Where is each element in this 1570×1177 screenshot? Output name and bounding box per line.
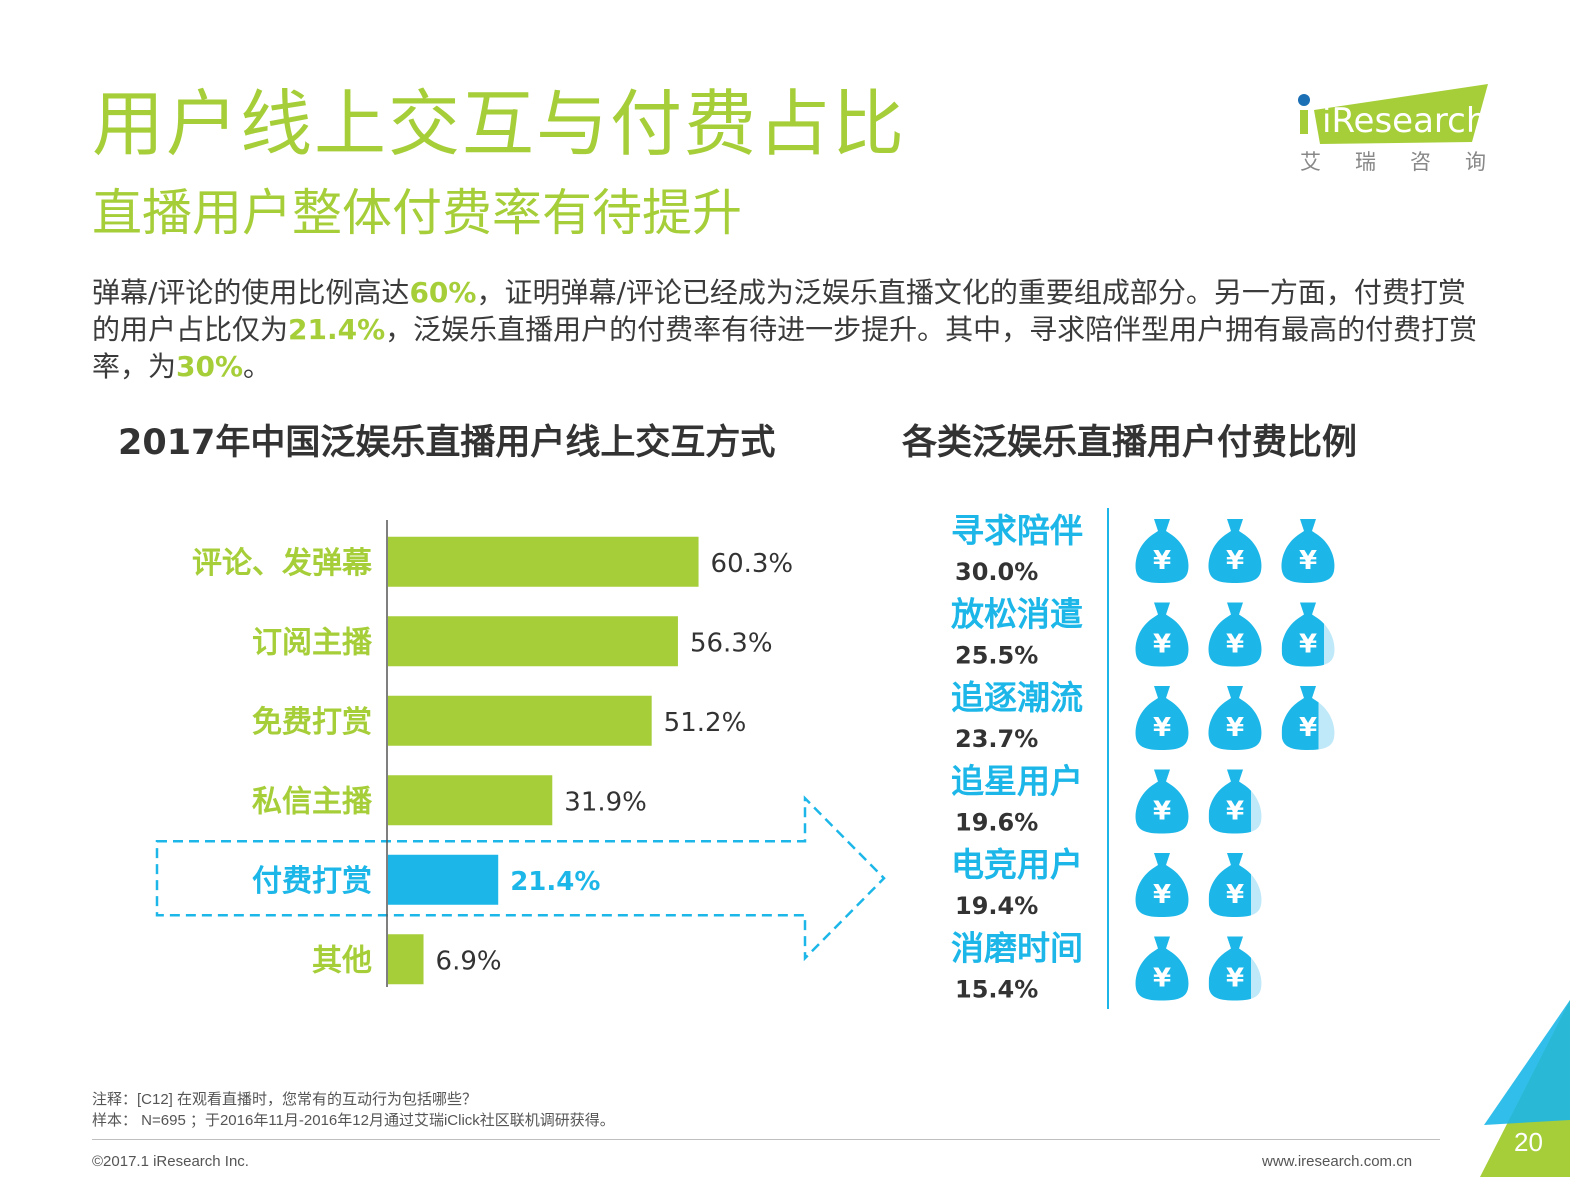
money-bag-icon: ¥ bbox=[1135, 686, 1189, 750]
money-bag-icon: ¥ bbox=[1208, 602, 1262, 667]
logo-dot bbox=[1298, 94, 1310, 106]
money-bag-icon: ¥ bbox=[1208, 519, 1262, 583]
bar-5 bbox=[388, 934, 424, 985]
bar-category-label-5: 其他 bbox=[312, 943, 372, 978]
money-bag-partial-icon: ¥ bbox=[1209, 936, 1251, 1001]
bar-value-label-3: 31.9% bbox=[564, 787, 647, 817]
svg-text:¥: ¥ bbox=[1299, 630, 1317, 660]
pictogram-value-label-3: 19.6% bbox=[955, 809, 1038, 837]
summary-highlight-3: 30% bbox=[176, 350, 244, 383]
logo-banner-shape bbox=[1314, 84, 1488, 144]
page-number: 20 bbox=[1514, 1127, 1543, 1157]
corner-decoration bbox=[1480, 1000, 1570, 1177]
svg-text:¥: ¥ bbox=[1153, 797, 1171, 827]
summary-text-1: 弹幕/评论的使用比例高达 bbox=[92, 276, 410, 309]
pictogram-category-label-5: 消磨时间 bbox=[951, 929, 1083, 968]
interaction-bar-chart: 评论、发弹幕 60.3% 订阅主播 56.3% 免费打赏 51.2% 私信主播 31.9% 付费… bbox=[155, 520, 886, 987]
pictogram-value-label-5: 15.4% bbox=[955, 976, 1038, 1004]
pictogram-category-label-4: 电竞用户 bbox=[951, 845, 1083, 884]
summary-highlight-2: 21.4% bbox=[288, 313, 386, 346]
logo-text: iResearch bbox=[1322, 101, 1487, 141]
summary-text-2: ，证明弹幕/评论已经成为泛娱乐直播文化的重要组成部分。另一方面，付费打赏的用户占… bbox=[92, 276, 1466, 346]
bar-category-label-3: 私信主播 bbox=[252, 784, 373, 819]
money-bag-icon: ¥ bbox=[1209, 769, 1251, 834]
pictogram-category-label-3: 追星用户 bbox=[951, 762, 1083, 801]
bar-value-label-0: 60.3% bbox=[711, 549, 794, 579]
summary-text-4: 。 bbox=[243, 350, 272, 383]
payment-pictogram-chart: 寻求陪伴 30.0% ¥ ¥ ¥ 放松消遣 25.5% ¥ ¥ ¥ ¥ 追逐潮流 23.7% ¥ ¥ ¥ ¥ 追星… bbox=[951, 508, 1335, 1009]
iresearch-logo: iResearch bbox=[1292, 80, 1502, 190]
svg-text:¥: ¥ bbox=[1226, 713, 1244, 743]
summary-text-3: ，泛娱乐直播用户的付费率有待进一步提升。其中，寻求陪伴型用户拥有最高的付费打赏率… bbox=[92, 313, 1478, 383]
bar-category-label-0: 评论、发弹幕 bbox=[192, 546, 373, 581]
footer-notes: 注释：[C12] 在观看直播时，您常有的互动行为包括哪些？ 样本： N=695 … bbox=[92, 1089, 615, 1131]
money-bag-icon: ¥ bbox=[1135, 936, 1189, 1001]
bar-2 bbox=[388, 695, 652, 746]
bar-category-label-2: 免费打赏 bbox=[252, 705, 372, 740]
svg-text:¥: ¥ bbox=[1299, 713, 1317, 743]
money-bag-icon: ¥ bbox=[1135, 602, 1189, 667]
money-bag-icon: ¥ bbox=[1135, 769, 1189, 834]
copyright-text: ©2017.1 iResearch Inc. bbox=[92, 1153, 249, 1170]
bar-1 bbox=[388, 616, 678, 667]
money-bag-partial-icon: ¥ bbox=[1282, 602, 1324, 667]
pictogram-value-label-1: 25.5% bbox=[955, 642, 1038, 670]
svg-text:¥: ¥ bbox=[1153, 713, 1171, 743]
money-bag-icon: ¥ bbox=[1208, 686, 1262, 750]
svg-text:¥: ¥ bbox=[1226, 964, 1244, 994]
svg-text:¥: ¥ bbox=[1226, 546, 1244, 576]
website-link[interactable]: www.iresearch.com.cn bbox=[1262, 1153, 1413, 1170]
bar-chart-title: 2017年中国泛娱乐直播用户线上交互方式 bbox=[118, 423, 776, 463]
pictogram-category-label-1: 放松消遣 bbox=[951, 595, 1083, 634]
corner-blue-shape bbox=[1484, 1000, 1570, 1125]
money-bag-icon: ¥ bbox=[1135, 519, 1189, 583]
summary-highlight-1: 60% bbox=[409, 276, 477, 309]
svg-text:¥: ¥ bbox=[1299, 546, 1317, 576]
pictogram-value-label-2: 23.7% bbox=[955, 725, 1038, 753]
svg-text:¥: ¥ bbox=[1226, 880, 1244, 910]
logo-subtitle: 艾瑞咨询 bbox=[1300, 150, 1520, 174]
footer-divider bbox=[92, 1139, 1440, 1140]
bar-value-label-5: 6.9% bbox=[436, 946, 502, 976]
footer-sample-line: 样本： N=695 ；于2016年11月-2016年12月通过艾瑞iClick社… bbox=[92, 1112, 615, 1129]
bar-4 bbox=[388, 854, 499, 905]
pictogram-value-label-0: 30.0% bbox=[955, 558, 1038, 586]
pictogram-value-label-4: 19.4% bbox=[955, 892, 1038, 920]
pictogram-chart-title: 各类泛娱乐直播用户付费比例 bbox=[902, 423, 1358, 463]
svg-text:¥: ¥ bbox=[1153, 630, 1171, 660]
svg-text:¥: ¥ bbox=[1226, 797, 1244, 827]
bar-0 bbox=[388, 536, 699, 587]
svg-text:¥: ¥ bbox=[1153, 546, 1171, 576]
page-subtitle: 直播用户整体付费率有待提升 bbox=[92, 184, 742, 242]
money-bag-icon: ¥ bbox=[1282, 602, 1324, 667]
money-bag-icon: ¥ bbox=[1135, 853, 1189, 917]
pictogram-category-label-0: 寻求陪伴 bbox=[951, 511, 1083, 550]
money-bag-icon: ¥ bbox=[1282, 686, 1319, 750]
summary-paragraph: 弹幕/评论的使用比例高达60%，证明弹幕/评论已经成为泛娱乐直播文化的重要组成部… bbox=[92, 274, 1492, 385]
money-bag-icon: ¥ bbox=[1209, 936, 1251, 1001]
logo-i-stem bbox=[1300, 110, 1308, 134]
money-bag-icon: ¥ bbox=[1209, 853, 1251, 917]
svg-text:¥: ¥ bbox=[1153, 964, 1171, 994]
page-title: 用户线上交互与付费占比 bbox=[92, 82, 907, 166]
svg-text:¥: ¥ bbox=[1226, 630, 1244, 660]
svg-text:¥: ¥ bbox=[1153, 880, 1171, 910]
pictogram-category-label-2: 追逐潮流 bbox=[951, 678, 1083, 717]
money-bag-icon: ¥ bbox=[1281, 519, 1335, 583]
bar-value-label-4: 21.4% bbox=[510, 867, 600, 897]
bar-3 bbox=[388, 775, 553, 826]
money-bag-partial-icon: ¥ bbox=[1209, 853, 1251, 917]
bar-category-label-4: 付费打赏 bbox=[252, 864, 372, 899]
bar-value-label-2: 51.2% bbox=[664, 708, 747, 738]
money-bag-partial-icon: ¥ bbox=[1209, 769, 1251, 834]
bar-category-label-1: 订阅主播 bbox=[252, 625, 373, 660]
footer-note-line: 注释：[C12] 在观看直播时，您常有的互动行为包括哪些？ bbox=[92, 1091, 478, 1108]
bar-value-label-1: 56.3% bbox=[690, 628, 773, 658]
money-bag-partial-icon: ¥ bbox=[1282, 686, 1319, 750]
